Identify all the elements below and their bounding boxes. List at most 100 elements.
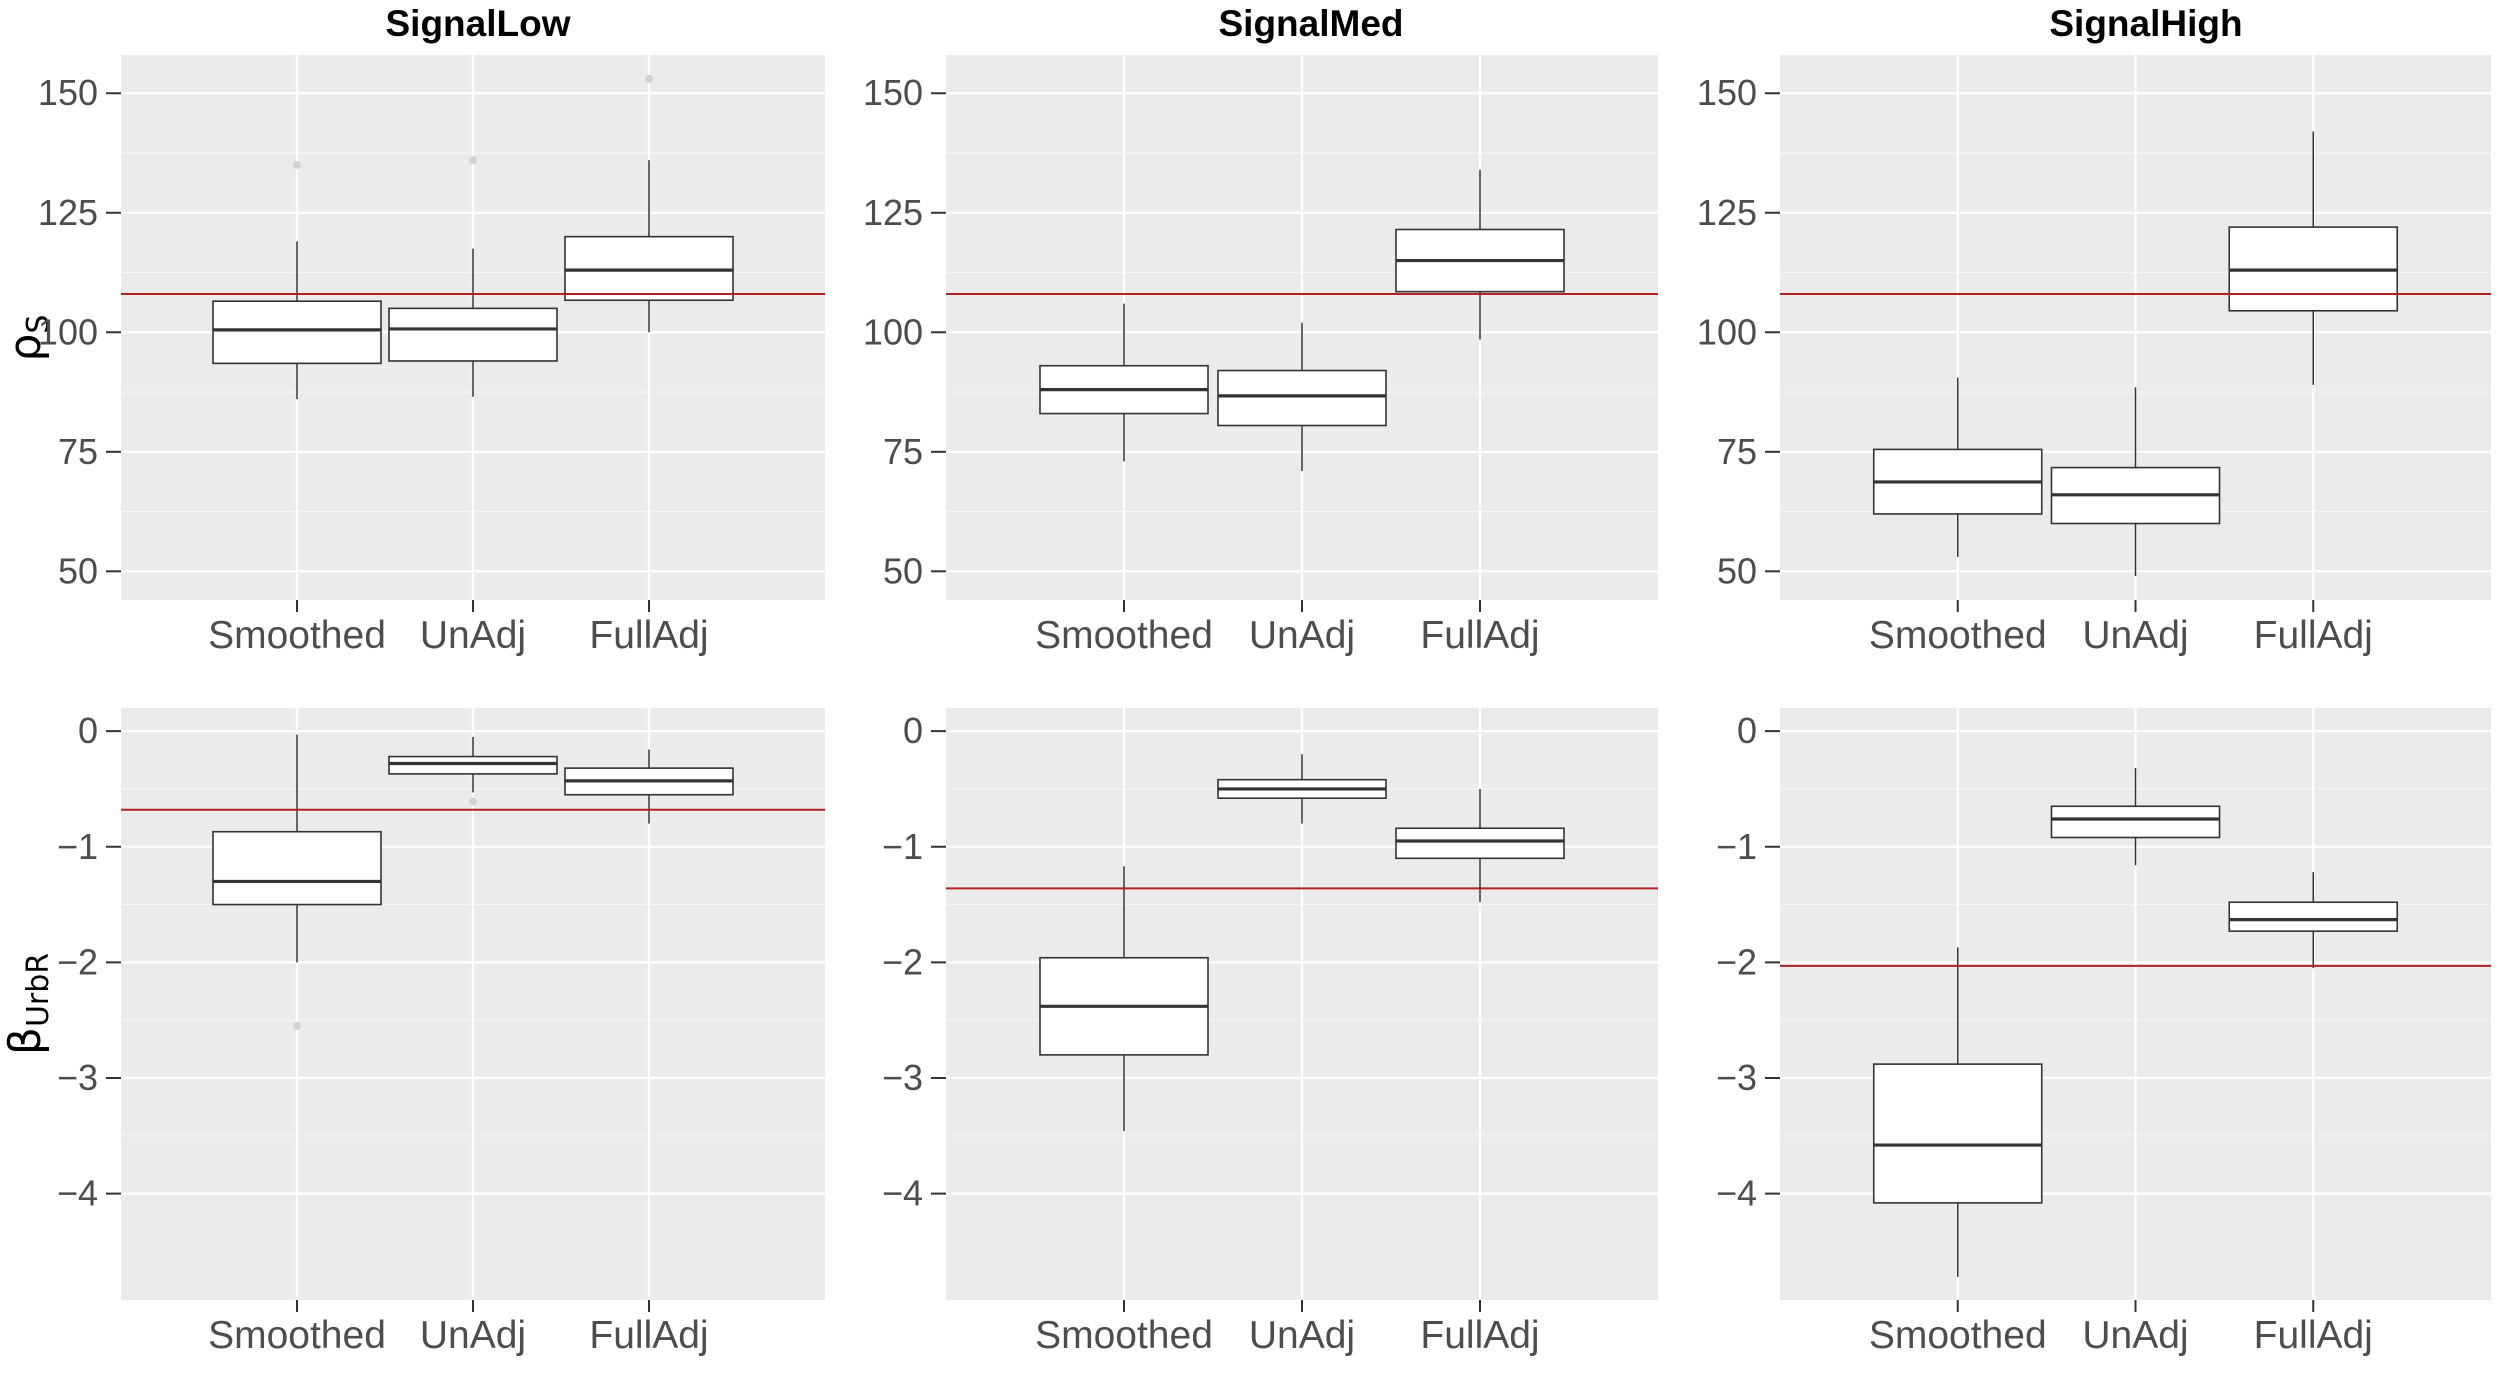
x-category-label-fulladj: FullAdj bbox=[2254, 614, 2373, 657]
y-tick-label: 100 bbox=[863, 311, 923, 352]
x-category-label-smoothed: Smoothed bbox=[208, 614, 386, 657]
y-axis-label-beta-subscript: UrbR bbox=[21, 953, 56, 1027]
y-tick-label: −1 bbox=[57, 826, 98, 867]
box-fulladj bbox=[564, 749, 734, 824]
x-category-label-unadj: UnAdj bbox=[2082, 614, 2188, 657]
panel-signalmed-rho-s: 50 75 100 125 150 Smoothed UnAdj FullAdj bbox=[863, 55, 1658, 657]
box-fulladj bbox=[2228, 872, 2399, 969]
outlier-point bbox=[293, 160, 301, 169]
y-tick-label: 100 bbox=[38, 311, 98, 352]
y-tick-label: −3 bbox=[57, 1057, 98, 1098]
x-category-label-smoothed: Smoothed bbox=[1869, 614, 2047, 657]
box-iqr bbox=[1872, 1063, 2043, 1204]
y-tick-label: −4 bbox=[57, 1173, 98, 1214]
box-iqr bbox=[1395, 827, 1565, 860]
x-category-label-unadj: UnAdj bbox=[420, 1314, 526, 1357]
y-tick-label: 75 bbox=[1717, 431, 1757, 472]
panel-signallow-rho-s: 50 75 100 125 150 Smoothed UnAdj FullAdj bbox=[38, 55, 825, 657]
box-unadj bbox=[388, 736, 558, 806]
box-iqr bbox=[2228, 901, 2399, 932]
box-iqr bbox=[212, 300, 382, 365]
box-iqr bbox=[564, 235, 734, 302]
y-tick-label: 150 bbox=[863, 72, 923, 113]
y-axis-label-rho-s: ρS bbox=[0, 315, 56, 362]
x-category-label-smoothed: Smoothed bbox=[1035, 614, 1213, 657]
y-tick-label: 75 bbox=[58, 431, 98, 472]
y-tick-label: −4 bbox=[1716, 1173, 1757, 1214]
box-unadj bbox=[2050, 387, 2221, 577]
x-category-label-smoothed: Smoothed bbox=[208, 1314, 386, 1357]
x-category-label-smoothed: Smoothed bbox=[1869, 1314, 2047, 1357]
box-fulladj bbox=[1395, 788, 1565, 903]
panel-signalhigh-beta-urbr: 0 −1 −2 −3 −4 Smoothed UnAdj FullAdj bbox=[1716, 708, 2491, 1357]
outlier-point bbox=[645, 74, 653, 83]
box-iqr bbox=[212, 830, 382, 906]
y-axis-label-beta-urbr: βUrbR bbox=[0, 953, 56, 1055]
box-fulladj bbox=[2228, 131, 2399, 385]
x-category-label-unadj: UnAdj bbox=[1249, 1314, 1355, 1357]
box-iqr bbox=[388, 755, 558, 775]
x-category-label-unadj: UnAdj bbox=[420, 614, 526, 657]
box-unadj bbox=[388, 156, 558, 397]
outlier-point bbox=[469, 797, 477, 806]
panel-signallow-beta-urbr: 0 −1 −2 −3 −4 Smoothed UnAdj FullAdj bbox=[57, 708, 825, 1357]
box-smoothed bbox=[1872, 377, 2043, 557]
y-tick-label: 0 bbox=[1737, 710, 1757, 751]
y-tick-label: 100 bbox=[1697, 311, 1757, 352]
box-unadj bbox=[2050, 768, 2221, 866]
y-tick-label: 50 bbox=[58, 550, 98, 591]
box-smoothed bbox=[1039, 303, 1209, 462]
y-tick-label: 50 bbox=[883, 550, 923, 591]
column-titles: SignalLow SignalMed SignalHigh bbox=[386, 3, 2243, 44]
box-fulladj bbox=[564, 74, 734, 333]
box-unadj bbox=[1217, 322, 1387, 471]
outlier-point bbox=[469, 156, 477, 165]
y-axis-label-beta-symbol: β bbox=[0, 1027, 51, 1055]
box-iqr bbox=[1217, 369, 1387, 427]
box-iqr bbox=[388, 307, 558, 362]
column-title-signalmed: SignalMed bbox=[1218, 3, 1403, 44]
y-tick-label: 50 bbox=[1717, 550, 1757, 591]
y-tick-label: 0 bbox=[78, 710, 98, 751]
panel-signalmed-beta-urbr: 0 −1 −2 −3 −4 Smoothed UnAdj FullAdj bbox=[882, 708, 1658, 1357]
outlier-point bbox=[293, 1021, 301, 1030]
y-tick-label: −2 bbox=[1716, 941, 1757, 982]
y-tick-label: −2 bbox=[57, 941, 98, 982]
box-smoothed bbox=[1872, 947, 2043, 1277]
box-smoothed bbox=[1039, 866, 1209, 1132]
y-tick-label: 0 bbox=[903, 710, 923, 751]
y-axis-label-rho-symbol: ρ bbox=[0, 334, 51, 362]
row-y-labels: ρS βUrbR bbox=[0, 315, 56, 1056]
x-category-label-fulladj: FullAdj bbox=[2254, 1314, 2373, 1357]
x-category-label-fulladj: FullAdj bbox=[589, 614, 708, 657]
panels: 50 75 100 125 150 Smoothed UnAdj FullAdj 50 75 100… bbox=[38, 55, 2491, 1357]
y-tick-label: −1 bbox=[882, 826, 923, 867]
x-category-label-fulladj: FullAdj bbox=[1420, 614, 1539, 657]
column-title-signalhigh: SignalHigh bbox=[2049, 3, 2242, 44]
y-tick-label: 150 bbox=[38, 72, 98, 113]
x-category-label-fulladj: FullAdj bbox=[1420, 1314, 1539, 1357]
y-tick-label: −3 bbox=[882, 1057, 923, 1098]
x-category-label-smoothed: Smoothed bbox=[1035, 1314, 1213, 1357]
y-tick-label: 125 bbox=[1697, 192, 1757, 233]
y-tick-label: −4 bbox=[882, 1173, 923, 1214]
x-category-label-unadj: UnAdj bbox=[2082, 1314, 2188, 1357]
y-tick-label: 75 bbox=[883, 431, 923, 472]
box-iqr bbox=[2050, 805, 2221, 839]
y-axis-label-rho-subscript: S bbox=[21, 315, 56, 334]
box-fulladj bbox=[1395, 169, 1565, 340]
box-smoothed bbox=[212, 160, 382, 400]
box-unadj bbox=[1217, 754, 1387, 824]
y-tick-label: 150 bbox=[1697, 72, 1757, 113]
column-title-signallow: SignalLow bbox=[386, 3, 571, 44]
y-tick-label: −2 bbox=[882, 941, 923, 982]
y-tick-label: −1 bbox=[1716, 826, 1757, 867]
x-category-label-unadj: UnAdj bbox=[1249, 614, 1355, 657]
y-tick-label: −3 bbox=[1716, 1057, 1757, 1098]
panel-signalhigh-rho-s: 50 75 100 125 150 Smoothed UnAdj FullAdj bbox=[1697, 55, 2491, 657]
x-category-label-fulladj: FullAdj bbox=[589, 1314, 708, 1357]
y-tick-label: 125 bbox=[38, 192, 98, 233]
y-tick-label: 125 bbox=[863, 192, 923, 233]
box-smoothed bbox=[212, 734, 382, 1030]
